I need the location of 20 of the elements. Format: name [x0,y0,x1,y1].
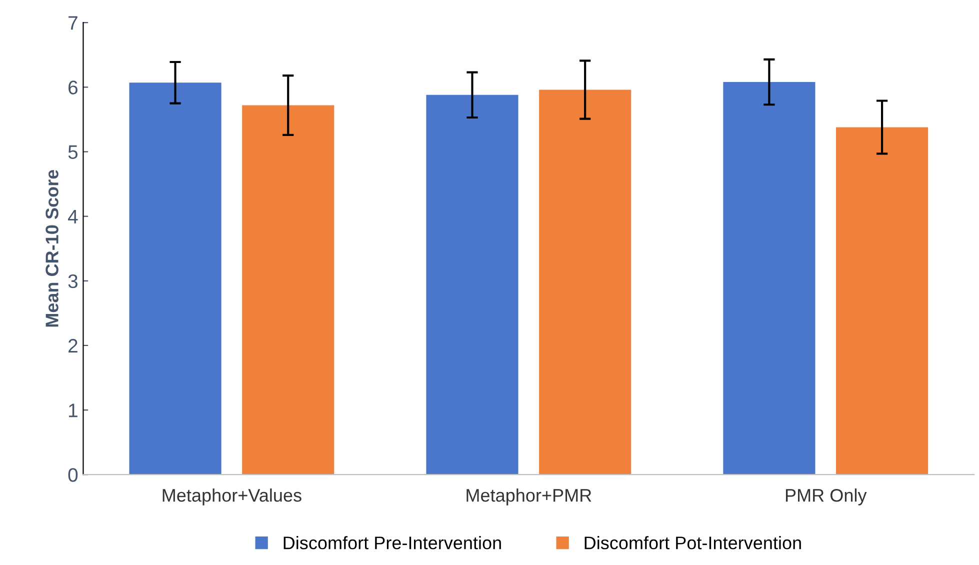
bar [836,127,928,475]
y-tick-label: 3 [68,274,78,288]
y-tick-label: 1 [69,404,78,418]
bar [242,105,334,475]
x-tick-label: Metaphor+Values [162,488,302,506]
y-tick-label: 4 [68,210,78,224]
y-tick-label: 2 [68,338,78,353]
x-tick-label: PMR Only [786,488,867,506]
legend-label: Discomfort Pot-Intervention [584,536,801,550]
bar [426,94,518,475]
y-axis-title: Mean CR-10 Score [46,170,58,327]
bar [129,82,222,475]
y-tick-label: 5 [68,145,78,159]
y-tick-label: 6 [68,80,78,94]
y-tick-label: 0 [68,468,78,482]
bar [723,82,816,475]
y-tick-label: 7 [68,16,78,30]
x-tick-label: Metaphor+PMR [466,488,592,506]
legend-label: Discomfort Pre-Intervention [284,536,501,550]
bar [539,90,632,475]
